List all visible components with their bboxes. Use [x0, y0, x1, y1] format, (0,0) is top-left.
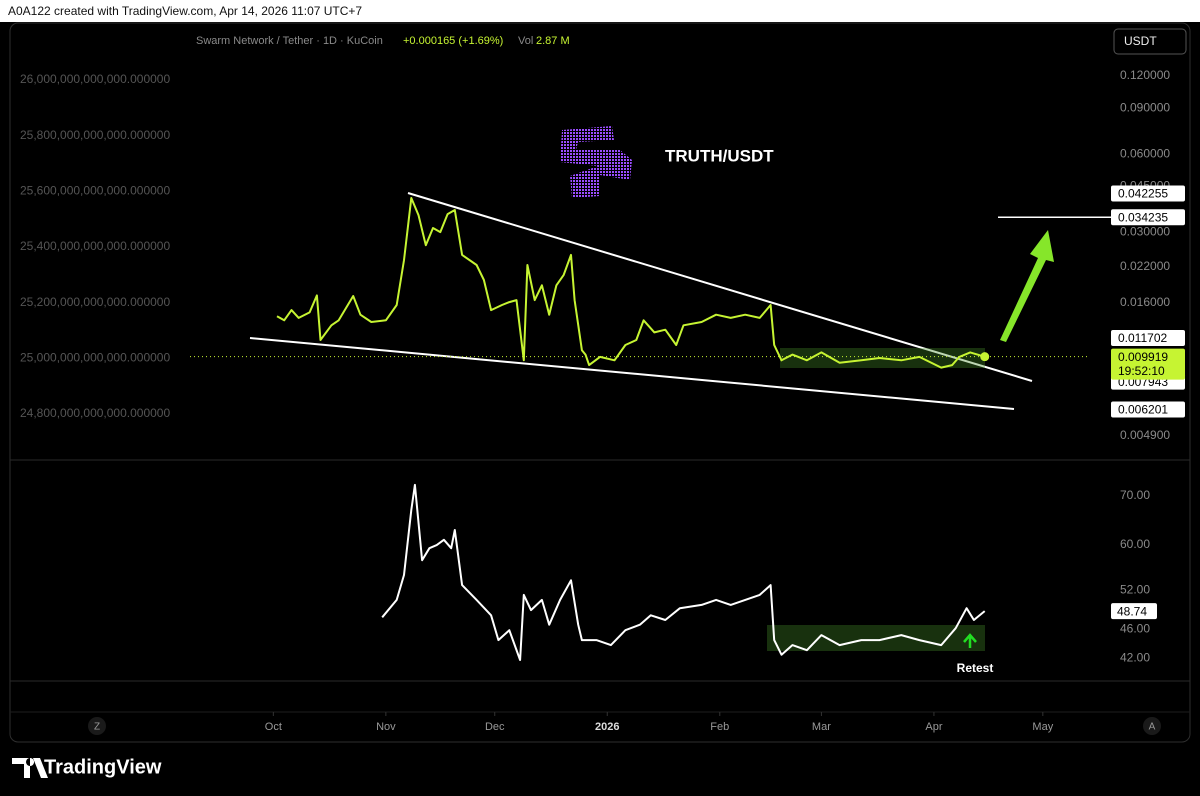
y2-tick-label: 24,800,000,000,000.000000	[20, 406, 170, 420]
x-tick-label: Nov	[376, 721, 396, 733]
y2-tick-label: 25,600,000,000,000.000000	[20, 184, 170, 198]
header-text: A0A122 created with TradingView.com, Apr…	[8, 4, 362, 18]
top-strip	[0, 0, 1200, 22]
countdown: 19:52:10	[1118, 364, 1165, 378]
price-label-box	[1111, 185, 1185, 202]
currency-button[interactable]	[1113, 28, 1187, 55]
y-tick-label: 70.00	[1120, 488, 1150, 502]
price-line	[276, 197, 985, 369]
y2-tick-label: 25,000,000,000,000.000000	[20, 350, 170, 364]
last-price-label: 0.009919	[1118, 350, 1168, 364]
scale-button-label[interactable]: Z	[94, 722, 100, 733]
price-label: 0.034235	[1118, 210, 1168, 224]
y-tick-label: 42.00	[1120, 651, 1150, 665]
y-tick-label: 0.060000	[1120, 146, 1170, 160]
y2-tick-label: 26,000,000,000,000.000000	[20, 72, 170, 86]
y-tick-label: 60.00	[1120, 537, 1150, 551]
trendline	[407, 192, 1033, 382]
last-value-label: 48.74	[1117, 604, 1147, 618]
range-box	[767, 625, 985, 651]
price-label-box	[1111, 209, 1185, 226]
y2-tick-label: 25,800,000,000,000.000000	[20, 128, 170, 142]
x-tick-label: Feb	[710, 721, 729, 733]
x-tick-label: 2026	[595, 721, 619, 733]
last-point	[980, 352, 990, 362]
currency-label[interactable]: USDT	[1124, 34, 1157, 48]
x-tick-label: Apr	[925, 721, 942, 733]
y-tick-label: 0.004900	[1120, 428, 1170, 442]
x-tick-label: Oct	[265, 721, 282, 733]
price-label-box	[1111, 401, 1185, 418]
y-tick-label: 52.00	[1120, 583, 1150, 597]
x-tick-label: Mar	[812, 721, 831, 733]
retest-arrow	[963, 633, 977, 648]
price-label: 0.006201	[1118, 403, 1168, 417]
price-label-box	[1111, 330, 1185, 347]
scale-button[interactable]	[1143, 717, 1161, 735]
price-label: 0.042255	[1118, 187, 1168, 201]
annotation: Retest	[957, 661, 994, 675]
chart-frame	[9, 22, 1191, 743]
y-tick-label: 0.090000	[1120, 101, 1170, 115]
change: +0.000165 (+1.69%)	[403, 35, 503, 47]
y-tick-label: 0.016000	[1120, 295, 1170, 309]
brand: TradingView	[44, 756, 162, 778]
last-price-box	[1111, 348, 1185, 380]
vol-label: Vol	[518, 35, 533, 47]
vol: 2.87 M	[536, 35, 570, 47]
arrow	[1000, 230, 1054, 342]
y2-tick-label: 25,400,000,000,000.000000	[20, 239, 170, 253]
x-tick-label: Dec	[485, 721, 505, 733]
y-tick-label: 46.00	[1120, 622, 1150, 636]
price-line	[381, 483, 986, 661]
price-label: 0.011702	[1118, 331, 1167, 345]
scale-button[interactable]	[88, 717, 106, 735]
annotation: TRUTH/USDT	[665, 146, 774, 165]
y-tick-label: 0.030000	[1120, 224, 1170, 238]
brand-logo	[12, 758, 48, 778]
logo	[560, 126, 632, 198]
symbol: Swarm Network / Tether · 1D · KuCoin	[196, 35, 383, 47]
trendline	[249, 337, 1015, 410]
y2-tick-label: 25,200,000,000,000.000000	[20, 295, 170, 309]
scale-button-label[interactable]: A	[1149, 722, 1156, 733]
last-value-box	[1111, 603, 1157, 620]
y-tick-label: 0.022000	[1120, 259, 1170, 273]
y-tick-label: 0.120000	[1120, 68, 1170, 82]
x-tick-label: May	[1032, 721, 1053, 733]
